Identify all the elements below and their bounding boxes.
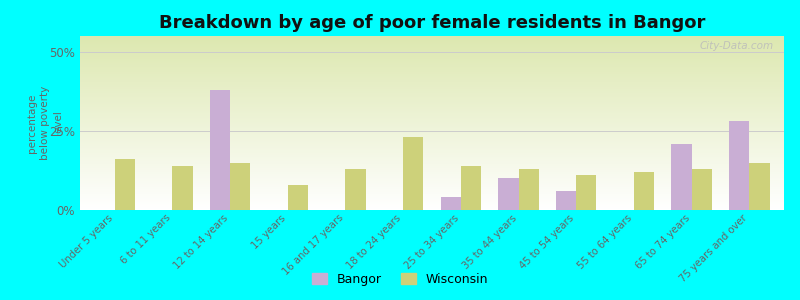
Bar [634,172,654,210]
Title: Breakdown by age of poor female residents in Bangor: Breakdown by age of poor female resident… [159,14,705,32]
Bar [576,175,597,210]
Bar [230,163,250,210]
Bar [729,122,750,210]
Bar [288,185,308,210]
Y-axis label: percentage
below poverty
level: percentage below poverty level [26,86,63,160]
Bar [518,169,538,210]
Bar [210,90,230,210]
Bar [461,166,481,210]
Bar [671,144,692,210]
Bar [172,166,193,210]
Bar [114,159,135,210]
Bar [692,169,712,210]
Bar [498,178,518,210]
Bar [346,169,366,210]
Bar [556,191,576,210]
Text: City-Data.com: City-Data.com [699,41,774,51]
Bar [403,137,423,210]
Bar [750,163,770,210]
Bar [441,197,461,210]
Legend: Bangor, Wisconsin: Bangor, Wisconsin [307,268,493,291]
